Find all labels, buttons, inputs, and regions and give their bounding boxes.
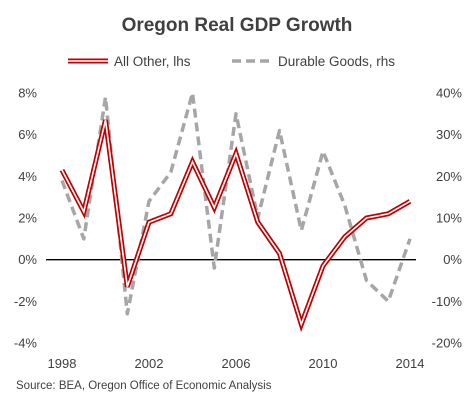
right-tick-label: -20%: [432, 336, 463, 351]
series-line-all-other: [59, 119, 412, 333]
x-tick-label: 2006: [222, 356, 251, 371]
right-tick-label: 30%: [436, 127, 462, 142]
right-axis-ticks: -20% -10% 0% 10% 20% 30% 40%: [432, 86, 463, 351]
left-tick-label: 2%: [18, 211, 37, 226]
left-tick-label: -2%: [14, 294, 38, 309]
left-tick-label: 8%: [18, 86, 37, 101]
series-layer: [59, 91, 412, 333]
left-axis-ticks: -4% -2% 0% 2% 4% 6% 8%: [14, 86, 38, 351]
right-tick-label: -10%: [432, 294, 463, 309]
series-line-all-other-inner: [61, 119, 411, 327]
chart-title: Oregon Real GDP Growth: [122, 15, 353, 36]
legend-label-all-other: All Other, lhs: [114, 54, 191, 69]
left-tick-label: 4%: [18, 169, 37, 184]
legend-item-all-other: All Other, lhs: [68, 54, 191, 69]
right-tick-label: 10%: [436, 211, 462, 226]
x-tick-label: 2002: [135, 356, 164, 371]
right-tick-label: 20%: [436, 169, 462, 184]
legend-label-durable-goods: Durable Goods, rhs: [278, 54, 395, 69]
x-tick-label: 2014: [396, 356, 425, 371]
x-tick-label: 1998: [48, 356, 77, 371]
source-note: Source: BEA, Oregon Office of Economic A…: [16, 380, 272, 392]
x-tick-label: 2010: [309, 356, 338, 371]
left-tick-label: 0%: [18, 252, 37, 267]
legend: All Other, lhs Durable Goods, rhs: [68, 54, 395, 69]
legend-item-durable-goods: Durable Goods, rhs: [232, 54, 395, 69]
left-tick-label: 6%: [18, 127, 37, 142]
right-tick-label: 0%: [443, 252, 462, 267]
x-axis-ticks: 1998 2002 2006 2010 2014: [48, 356, 425, 371]
left-tick-label: -4%: [14, 336, 38, 351]
right-tick-label: 40%: [436, 86, 462, 101]
